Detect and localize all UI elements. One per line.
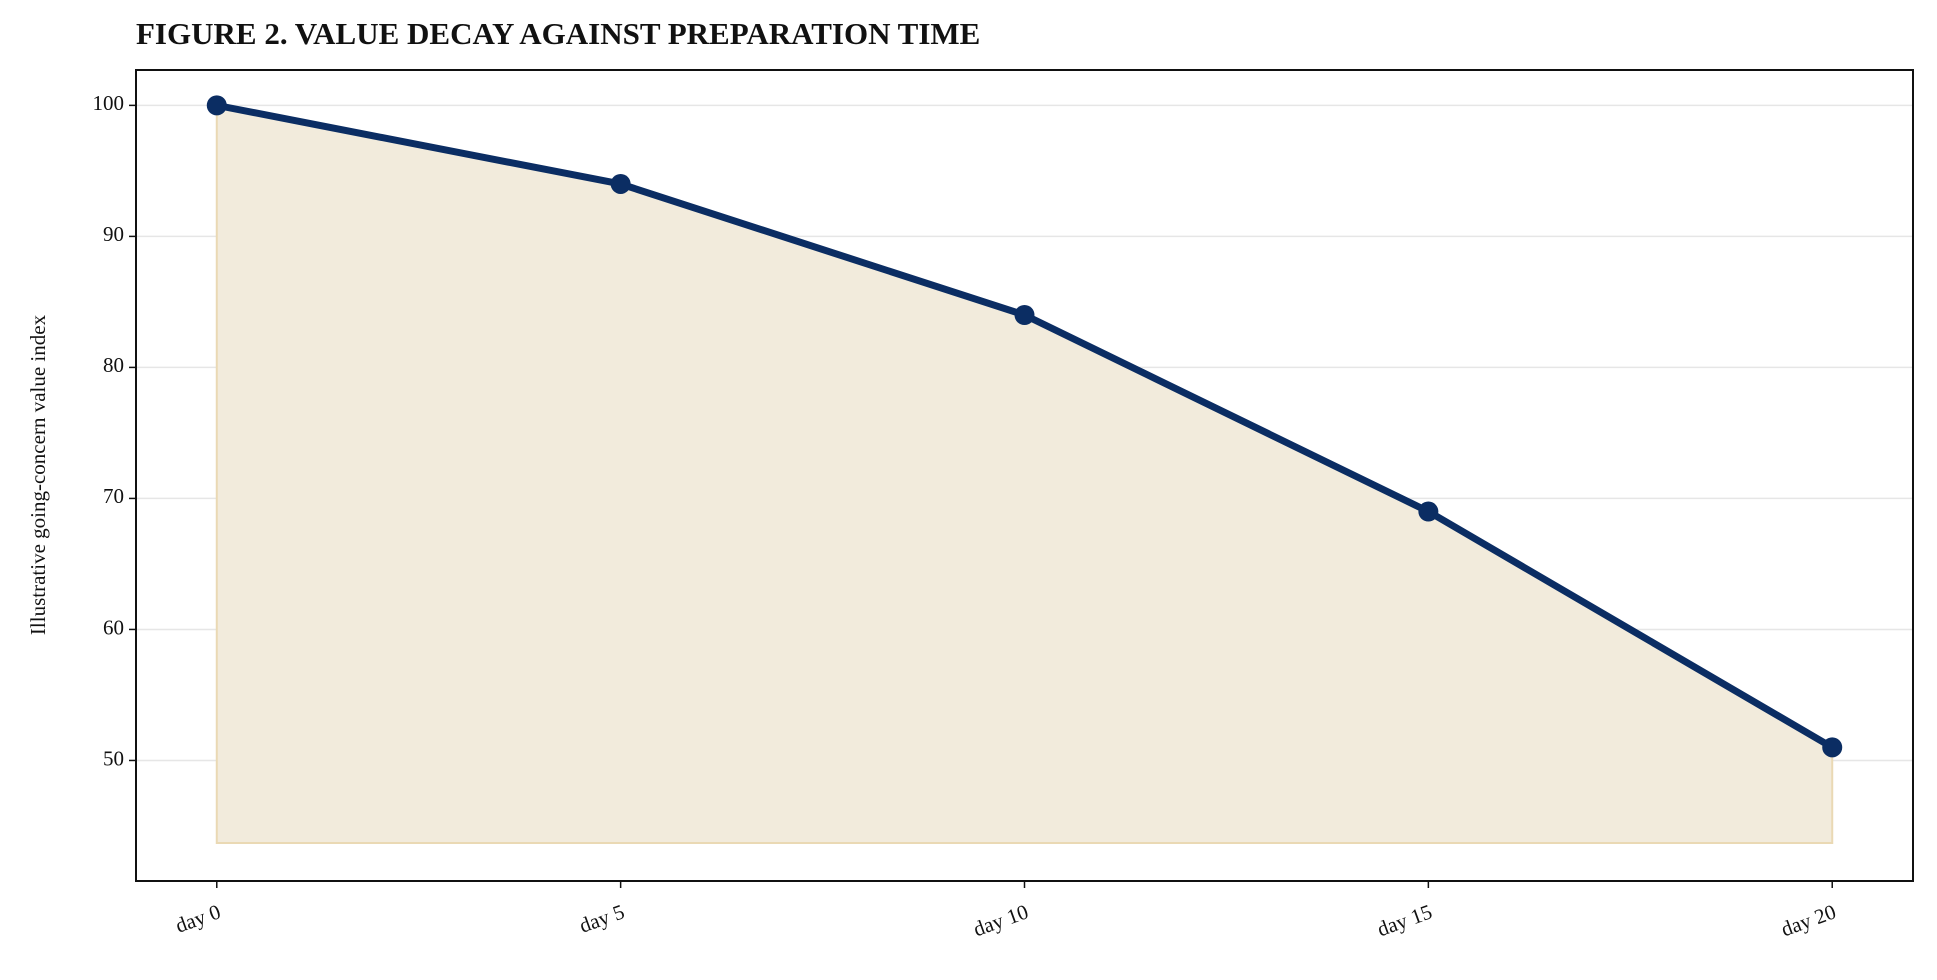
x-tick-label: day 0 <box>172 899 224 937</box>
point <box>206 95 227 116</box>
area <box>215 104 1834 845</box>
x-tick-label: day 20 <box>1778 899 1839 941</box>
point <box>1014 305 1035 326</box>
y-tick-label: 100 <box>93 91 125 115</box>
plot-frame <box>135 69 1914 882</box>
y-tick-label: 90 <box>103 222 124 246</box>
y-tick-label: 70 <box>103 484 124 508</box>
y-tick-label: 60 <box>103 615 124 639</box>
chart-title: FIGURE 2. VALUE DECAY AGAINST PREPARATIO… <box>136 16 980 51</box>
x-tick-label: day 15 <box>1374 899 1435 941</box>
x-tick-label: day 5 <box>576 899 628 937</box>
point <box>1418 501 1439 522</box>
point <box>1822 737 1843 758</box>
y-tick-label: 80 <box>103 353 124 377</box>
y-axis-label: Illustrative going-concern value index <box>26 314 50 635</box>
x-tick-label: day 10 <box>970 899 1031 941</box>
point <box>610 173 631 194</box>
y-tick-label: 50 <box>103 746 124 770</box>
